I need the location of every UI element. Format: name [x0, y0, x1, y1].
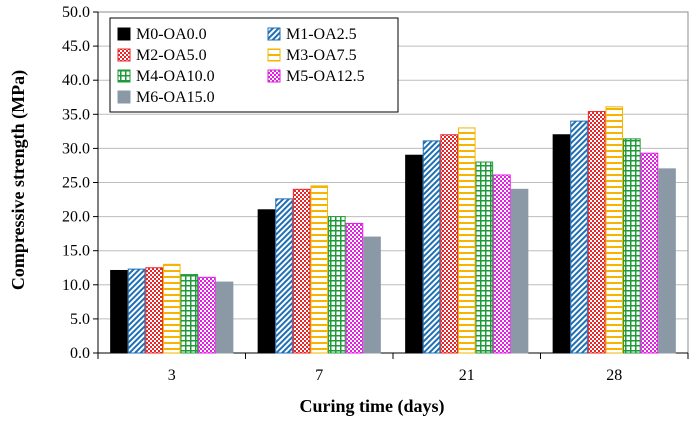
legend: M0-OA0.0 M1-OA2.5 M2-OA5.0 M3-OA7.5 M4-OA10.… — [109, 17, 399, 113]
x-tick-label: 7 — [315, 367, 323, 384]
bar — [275, 198, 293, 354]
bar — [145, 267, 163, 354]
bar — [310, 185, 329, 354]
bar — [422, 140, 441, 354]
x-tick-label: 21 — [459, 367, 475, 384]
y-tick-label: 40.0 — [62, 72, 90, 89]
bar — [510, 188, 529, 354]
x-axis-ticks: 3 7 21 28 — [97, 353, 689, 384]
legend-swatch — [267, 48, 281, 62]
bar — [328, 216, 346, 354]
y-tick-label: 0.0 — [70, 345, 90, 362]
y-tick-label: 15.0 — [62, 243, 90, 260]
legend-label: M2-OA5.0 — [136, 47, 207, 64]
y-tick-label: 45.0 — [62, 38, 90, 55]
bar — [493, 174, 511, 354]
y-tick-label: 50.0 — [62, 4, 90, 21]
legend-swatch — [267, 69, 281, 83]
bar — [570, 120, 588, 354]
y-tick-label: 20.0 — [62, 209, 90, 226]
legend-label: M4-OA10.0 — [136, 68, 215, 85]
x-tick-label: 3 — [168, 367, 176, 384]
y-axis-title: Compressive strength (MPa) — [8, 70, 29, 290]
bar — [475, 161, 494, 354]
legend-swatch — [117, 27, 131, 41]
legend-label: M0-OA0.0 — [136, 26, 207, 43]
bar — [587, 111, 606, 354]
bar — [552, 134, 571, 354]
bar — [198, 276, 216, 354]
bar — [180, 274, 199, 354]
bar — [215, 281, 234, 354]
y-tick-label: 35.0 — [62, 106, 90, 123]
bar — [363, 236, 381, 354]
bar — [345, 222, 364, 354]
x-tick-label: 28 — [606, 367, 622, 384]
bar — [440, 134, 458, 354]
legend-label: M3-OA7.5 — [286, 47, 357, 64]
bar — [457, 127, 476, 354]
legend-box — [109, 17, 399, 113]
legend-swatch — [117, 69, 131, 83]
bar — [605, 106, 624, 354]
bar — [405, 154, 423, 354]
bar — [110, 269, 128, 354]
legend-swatch — [117, 48, 131, 62]
bar — [640, 152, 659, 354]
legend-swatch — [117, 90, 131, 104]
y-tick-label: 25.0 — [62, 175, 90, 192]
y-tick-label: 5.0 — [70, 311, 90, 328]
legend-swatch — [267, 27, 281, 41]
bar — [623, 138, 641, 354]
bar — [257, 209, 276, 354]
y-axis-ticks: 0.0 5.0 10.0 15.0 20.0 25.0 30.0 35.0 40.0 45.0 50… — [62, 4, 98, 362]
y-tick-label: 30.0 — [62, 140, 90, 157]
bar — [162, 263, 181, 354]
bar — [658, 168, 676, 354]
bar — [292, 188, 311, 354]
bars — [110, 106, 676, 354]
legend-label: M1-OA2.5 — [286, 26, 357, 43]
bar — [127, 268, 146, 354]
x-axis-title: Curing time (days) — [300, 396, 445, 417]
legend-label: M6-OA15.0 — [136, 89, 215, 106]
legend-label: M5-OA12.5 — [286, 68, 365, 85]
y-tick-label: 10.0 — [62, 277, 90, 294]
